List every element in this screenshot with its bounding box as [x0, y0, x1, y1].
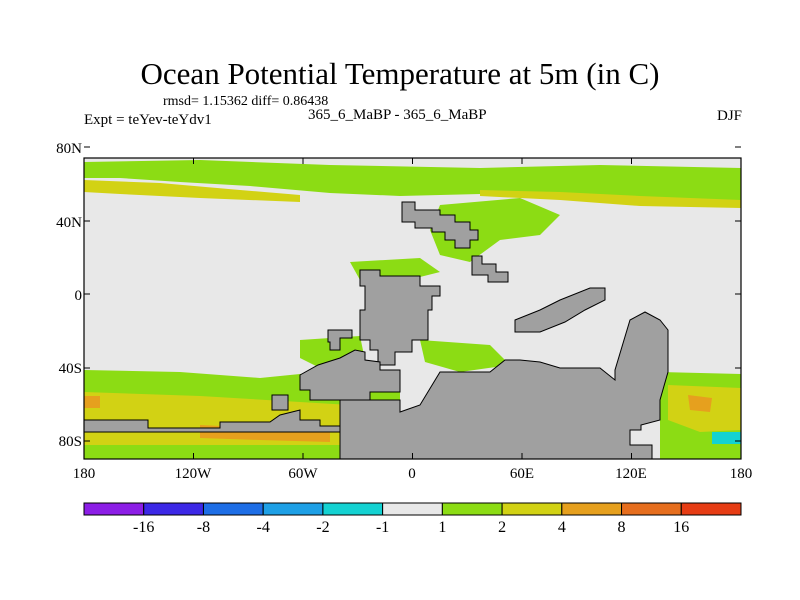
lon-tick-label: 180	[72, 466, 96, 482]
lon-tick-label: 60W	[288, 466, 318, 482]
lon-tick-label: 120E	[615, 466, 647, 482]
colorbar-label: -4	[256, 519, 270, 536]
land-antarctica	[339, 311, 669, 460]
colorbar-swatch	[680, 502, 742, 516]
lat-tick-label: 40S	[58, 361, 82, 377]
colorbar-swatch	[382, 502, 443, 516]
anomaly-band-north-yellow	[480, 190, 741, 208]
anomaly-patch-cyan	[712, 432, 741, 444]
colorbar-label: -2	[316, 519, 330, 536]
lon-tick-label: 120W	[174, 466, 212, 482]
colorbar-label: 8	[617, 519, 626, 536]
land-masses	[83, 201, 669, 460]
runs-label: 365_6_MaBP - 365_6_MaBP	[308, 107, 487, 123]
colorbar-swatch	[621, 502, 682, 516]
colorbar-swatch	[143, 502, 204, 516]
colorbar-label: 16	[673, 519, 690, 536]
lat-tick-label: 80N	[56, 141, 82, 157]
lat-tick-label: 0	[74, 288, 83, 304]
land-island-east	[471, 255, 509, 283]
anomaly-patch-south-orange	[84, 396, 100, 408]
lon-tick-label: 60E	[509, 466, 535, 482]
lon-tick-label: 0	[408, 466, 416, 482]
colorbar-swatch	[441, 502, 503, 516]
anomaly-band-north-yellow	[84, 180, 300, 202]
colorbar-label: -16	[133, 519, 155, 536]
plot-title: Ocean Potential Temperature at 5m (in C)	[140, 56, 660, 91]
colorbar-swatch	[561, 502, 623, 516]
rmsd-diff-stats: rmsd= 1.15362 diff= 0.86438	[163, 94, 329, 109]
land-south-america-main	[299, 349, 401, 401]
lon-tick-label: 180	[729, 466, 753, 482]
land-south-america	[327, 329, 353, 351]
colorbar-swatch	[83, 502, 145, 516]
lat-tick-label: 40N	[56, 215, 82, 231]
lat-tick-label: 80S	[58, 434, 82, 450]
anomaly-patch-indian-green	[420, 340, 510, 372]
axis-ticks	[83, 146, 742, 459]
colorbar-label: -8	[196, 519, 211, 536]
land-small-island-west	[271, 394, 289, 411]
colorbar-swatch	[322, 502, 384, 516]
anomaly-patch-pacific-orange	[688, 395, 712, 412]
land-central-continent	[359, 269, 441, 366]
colorbar-swatch	[501, 502, 563, 516]
colorbar-label: 2	[498, 519, 507, 536]
land-south-strip-west	[83, 409, 341, 433]
experiment-label: Expt = teYev-teYdv1	[84, 112, 212, 128]
colorbar-label: 1	[438, 519, 447, 536]
land-long-island	[514, 287, 606, 333]
land-northern-continent	[401, 201, 479, 249]
colorbar-swatch	[262, 502, 324, 516]
colorbar-label: -1	[375, 519, 390, 536]
season-label: DJF	[716, 108, 742, 124]
colorbar-label: 4	[557, 519, 566, 536]
colorbar-swatch	[202, 502, 264, 516]
